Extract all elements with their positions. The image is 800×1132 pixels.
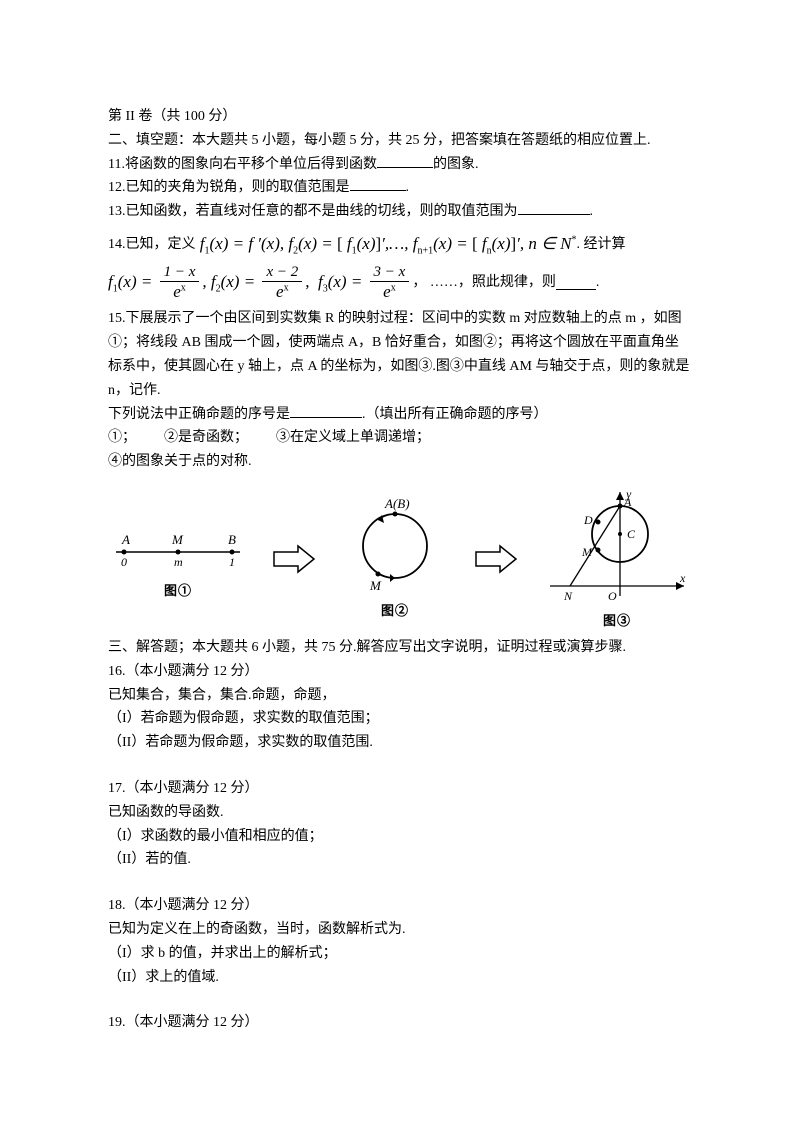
q17-i: （I）求函数的最小值和相应的值； (108, 825, 692, 849)
label-m: m (174, 555, 183, 569)
numerator: x − 2 (262, 265, 302, 282)
q19-h: 19.（本小题满分 12 分） (108, 1011, 692, 1035)
q15-p2: 下列说法中正确命题的序号是 .（填出所有正确命题的序号） (108, 403, 692, 427)
figure1-caption: 图① (164, 580, 192, 602)
figure1-svg: A M B 0 m 1 (108, 516, 248, 576)
q16-b: 已知集合，集合，集合.命题，命题， (108, 684, 692, 708)
q11-post: 的图象. (433, 157, 479, 172)
q14-prefix: 14.已知，定义 (108, 233, 196, 257)
q18-h: 18.（本小题满分 12 分） (108, 894, 692, 918)
label-M: M (369, 578, 382, 593)
label-AB: A(B) (384, 496, 410, 511)
figure-2: A(B) M 图② (340, 496, 450, 622)
fraction: 1 − x ex (160, 265, 200, 301)
q15-p4: ④的图象关于点的对称. (108, 450, 692, 474)
q16-h: 16.（本小题满分 12 分） (108, 660, 692, 684)
q13-post: . (590, 204, 594, 219)
denominator: ex (262, 282, 302, 301)
spacer (108, 755, 692, 777)
q18-ii: （II）求上的值域. (108, 966, 692, 990)
q15-p2a: 下列说法中正确命题的序号是 (108, 407, 290, 422)
figure-1: A M B 0 m 1 图① (108, 516, 248, 602)
label-A: A (121, 532, 130, 547)
denominator: ex (160, 282, 200, 301)
section3-title: 三、解答题；本大题共 6 小题，共 75 分.解答应写出文字说明，证明过程或演算… (108, 636, 692, 660)
q16-i: （I）若命题为假命题，求实数的取值范围； (108, 707, 692, 731)
math-expr: f1(x) = f ′(x), f2(x) = [ f1(x)]′,…, fn+… (196, 230, 577, 259)
q17-b: 已知函数的导函数. (108, 801, 692, 825)
arrow-icon (474, 544, 518, 574)
q13-pre: 13.已知函数，若直线对任意的都不是曲线的切线，则的取值范围为 (108, 204, 518, 219)
q14-line1: 14.已知，定义 f1(x) = f ′(x), f2(x) = [ f1(x)… (108, 230, 692, 259)
q12: 12.已知的夹角为锐角，则的取值范围是. (108, 176, 692, 200)
blank (556, 276, 596, 290)
sub: 1 (113, 284, 118, 295)
figure-3: A C D M N O x y 图③ (542, 486, 692, 632)
q17-h: 17.（本小题满分 12 分） (108, 777, 692, 801)
label-C: C (627, 527, 636, 541)
q11-pre: 11.将函数的图象向右平移个单位后得到函数 (108, 157, 377, 172)
document-body: 第 II 卷（共 100 分） 二、填空题：本大题共 5 小题，每小题 5 分，… (108, 105, 692, 1035)
q13: 13.已知函数，若直线对任意的都不是曲线的切线，则的取值范围为. (108, 200, 692, 224)
label-y: y (625, 487, 632, 501)
spacer (108, 872, 692, 894)
spacer (108, 989, 692, 1011)
figure2-caption: 图② (381, 600, 409, 622)
arrow-icon (272, 544, 316, 574)
q14-line2: f1(x) = 1 − x ex , f2(x) = x − 2 ex , f3… (108, 265, 692, 301)
label-0: 0 (121, 555, 127, 569)
fraction: x − 2 ex (262, 265, 302, 301)
q14-end2: . (596, 271, 600, 295)
section-header: 第 II 卷（共 100 分） (108, 105, 692, 129)
label-x: x (679, 571, 686, 585)
q18-b: 已知为定义在上的奇函数，当时，函数解析式为. (108, 918, 692, 942)
figure-row: A M B 0 m 1 图① A(B) M (108, 486, 692, 632)
q16-ii: （II）若命题为假命题，求实数的取值范围. (108, 731, 692, 755)
q11: 11.将函数的图象向右平移个单位后得到函数 的图象. (108, 153, 692, 177)
fraction: 3 − x ex (370, 265, 410, 301)
q14-tail: ， ……，照此规律，则 (412, 271, 556, 295)
numerator: 3 − x (370, 265, 410, 282)
q14-end: . 经计算 (577, 233, 626, 257)
sub: 2 (216, 284, 221, 295)
figure3-caption: 图③ (603, 610, 631, 632)
denominator: ex (370, 282, 410, 301)
q15-p3: ①； ②是奇函数； ③在定义域上单调递增； (108, 426, 692, 450)
label-M: M (581, 545, 593, 559)
label-D: D (583, 513, 593, 527)
q15-p1: 15.下展展示了一个由区间到实数集 R 的映射过程：区间中的实数 m 对应数轴上… (108, 307, 692, 402)
label-O: O (608, 589, 617, 603)
q12-pre: 12.已知的夹角为锐角，则的取值范围是 (108, 180, 350, 195)
label-N: N (563, 589, 573, 603)
blank (350, 177, 406, 191)
label-B: B (228, 532, 236, 547)
q15-p2b: .（填出所有正确命题的序号） (362, 407, 548, 422)
label-M: M (171, 532, 184, 547)
label-1: 1 (229, 555, 235, 569)
blank (377, 154, 433, 168)
q17-ii: （II）若的值. (108, 848, 692, 872)
blank (518, 201, 590, 215)
math-expr: f1(x) = 1 − x ex , f2(x) = x − 2 ex , f3… (108, 265, 412, 301)
q18-i: （I）求 b 的值，并求出上的解析式； (108, 942, 692, 966)
q12-post: . (406, 180, 410, 195)
figure3-svg: A C D M N O x y (542, 486, 692, 606)
figure2-svg: A(B) M (340, 496, 450, 596)
section2-title: 二、填空题：本大题共 5 小题，每小题 5 分，共 25 分，把答案填在答题纸的… (108, 129, 692, 153)
numerator: 1 − x (160, 265, 200, 282)
blank (290, 404, 362, 418)
sub: 3 (323, 284, 328, 295)
